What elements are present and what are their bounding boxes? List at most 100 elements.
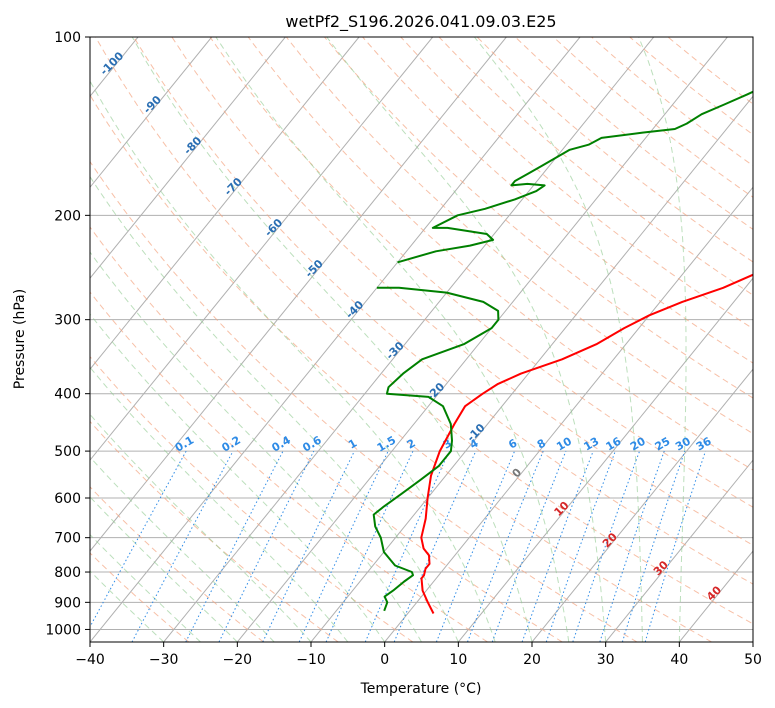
x-axis: −40 −30 −20 −10 0 10 20 30 40 50 xyxy=(75,642,762,668)
isotherm-line xyxy=(236,37,728,642)
mixing-ratio-line xyxy=(491,450,567,642)
y-tick-label: 200 xyxy=(54,208,81,224)
y-tick-label: 400 xyxy=(54,387,81,403)
x-tick-label: 20 xyxy=(523,652,541,668)
dry-adiabat-line xyxy=(90,420,339,642)
moist-adiabat-line xyxy=(90,496,238,642)
isotherm-label: -100 xyxy=(98,49,127,78)
mixing-ratio-line xyxy=(364,450,450,642)
dry-adiabat-line xyxy=(90,226,563,642)
x-tick-label: −30 xyxy=(149,652,179,668)
isotherm-line xyxy=(0,37,64,642)
dry-adiabat-label: 20 xyxy=(600,530,620,550)
dry-adiabat-line xyxy=(438,37,753,296)
x-tick-label: 40 xyxy=(670,652,688,668)
y-tick-label: 300 xyxy=(54,313,81,329)
series-line-2 xyxy=(397,90,753,264)
mixing-ratio-line xyxy=(599,450,665,642)
isotherm-line xyxy=(384,186,753,642)
dry-adiabat-label: 0 xyxy=(510,466,525,481)
moist-adiabat-line xyxy=(90,251,422,642)
isotherm-line xyxy=(605,459,753,642)
dry-adiabat-line xyxy=(171,37,753,546)
moist-adiabat-line xyxy=(90,80,496,642)
dry-adiabat-line xyxy=(362,37,753,364)
dry-adiabat-line xyxy=(95,37,753,625)
dry-adiabat-line xyxy=(247,37,753,471)
dry-adiabat-line xyxy=(90,160,638,642)
y-axis-label: Pressure (hPa) xyxy=(12,289,28,389)
mixing-ratio-line xyxy=(467,450,544,642)
dry-adiabat-line xyxy=(553,37,753,198)
mixing-ratio-line xyxy=(218,450,315,642)
isotherm-label: -90 xyxy=(141,93,164,116)
y-tick-label: 900 xyxy=(54,595,81,611)
dry-adiabat-line xyxy=(591,37,753,167)
x-tick-label: −10 xyxy=(296,652,326,668)
background-lines xyxy=(90,37,753,642)
mixing-ratio-line xyxy=(131,450,234,642)
mixing-ratio-line xyxy=(572,450,641,642)
moist-adiabat-line xyxy=(131,37,533,642)
isotherm-label: -20 xyxy=(424,380,447,403)
isotherm-line xyxy=(752,641,753,642)
moist-adiabat-line xyxy=(90,570,165,642)
isotherm-label: -60 xyxy=(262,216,285,239)
dry-adiabat-line xyxy=(667,37,753,105)
series xyxy=(372,90,753,614)
moist-adiabat-line xyxy=(90,456,275,642)
dry-adiabat-line xyxy=(514,37,753,230)
dry-adiabat-line xyxy=(400,37,753,330)
moist-adiabat-line xyxy=(90,175,459,642)
moist-adiabat-line xyxy=(90,313,386,642)
plot-frame xyxy=(89,36,754,643)
y-axis: 1000 900 800 700 600 500 400 300 200 100 xyxy=(45,30,90,638)
y-tick-label: 800 xyxy=(54,565,81,581)
isotherm-line xyxy=(90,37,507,552)
isotherm-label: -40 xyxy=(343,298,366,321)
y-tick-label: 700 xyxy=(54,531,81,547)
isotherm-line xyxy=(90,37,581,642)
mixing-ratio-label: 2 xyxy=(405,437,418,452)
isotherm-line xyxy=(90,37,434,461)
x-tick-label: 0 xyxy=(380,652,389,668)
x-tick-label: −40 xyxy=(75,652,105,668)
mixing-ratio-line xyxy=(545,450,616,642)
mixing-ratio-line xyxy=(262,450,355,642)
mixing-ratio-label: 8 xyxy=(535,437,548,452)
dry-adiabat-line xyxy=(90,355,414,642)
x-tick-label: 50 xyxy=(744,652,762,668)
chart-title: wetPf2_S196.2026.041.09.03.E25 xyxy=(285,12,556,32)
mixing-ratio-line xyxy=(435,450,516,642)
dry-adiabat-label: 10 xyxy=(552,499,572,519)
x-axis-label: Temperature (°C) xyxy=(360,681,482,697)
mixing-ratio-line xyxy=(325,450,414,642)
isotherm-line xyxy=(90,37,286,280)
dry-adiabat-line xyxy=(476,37,753,263)
dry-adiabat-line xyxy=(90,94,712,642)
dry-adiabat-line xyxy=(324,37,753,399)
grid xyxy=(0,37,753,642)
y-tick-label: 1000 xyxy=(45,622,81,638)
isotherm-line xyxy=(90,37,360,370)
x-tick-label: 30 xyxy=(597,652,615,668)
dry-adiabat-label: 40 xyxy=(704,583,724,603)
isotherm-line xyxy=(457,277,753,642)
isotherm-line xyxy=(90,37,213,189)
mixing-ratio-line xyxy=(621,450,686,642)
moist-adiabat-line xyxy=(90,533,201,642)
mixing-ratio-line xyxy=(298,450,389,642)
mixing-ratio-line xyxy=(521,450,594,642)
mixing-ratio-line xyxy=(90,450,187,628)
y-tick-label: 100 xyxy=(54,30,81,46)
dry-adiabat-line xyxy=(90,552,190,642)
moist-adiabat-line xyxy=(90,366,349,642)
isotherm-line xyxy=(163,37,655,642)
moist-adiabat-line xyxy=(215,37,570,642)
dry-adiabat-line xyxy=(90,291,488,642)
moist-adiabat-line xyxy=(474,37,643,642)
isotherm-label: -50 xyxy=(303,257,326,280)
isotherm-label: -70 xyxy=(222,175,245,198)
x-tick-label: 10 xyxy=(449,652,467,668)
